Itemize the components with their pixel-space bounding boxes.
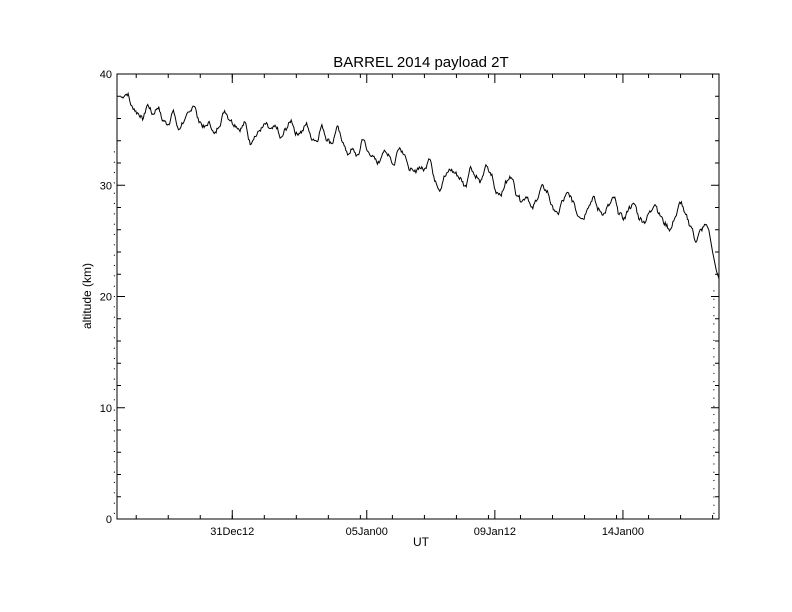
data-point	[113, 254, 115, 256]
x-axis-label: UT	[413, 535, 430, 549]
data-point	[113, 337, 115, 339]
y-tick-label: 0	[106, 514, 112, 526]
data-point	[713, 397, 715, 399]
altitude-line	[120, 91, 707, 244]
data-point	[713, 438, 715, 440]
y-tick-label: 10	[100, 403, 112, 415]
data-point	[113, 151, 115, 153]
data-point	[713, 488, 715, 490]
y-tick-label: 40	[100, 69, 112, 81]
data-point	[113, 285, 115, 287]
data-point	[713, 455, 715, 457]
data-point	[713, 479, 715, 482]
data-point	[113, 316, 115, 318]
data-point	[713, 364, 715, 366]
data-point	[113, 481, 115, 483]
data-point	[713, 430, 715, 432]
data-point	[713, 504, 715, 506]
data-point	[113, 244, 115, 246]
data-point	[113, 192, 115, 194]
data-point	[713, 389, 715, 391]
data-point	[713, 339, 715, 341]
data-point	[713, 290, 715, 292]
data-point	[113, 388, 115, 391]
data-point	[713, 298, 715, 300]
data-point	[113, 419, 115, 422]
y-tick-label: 30	[100, 180, 112, 192]
data-point	[713, 323, 715, 325]
data-point	[113, 171, 115, 174]
data-point	[113, 295, 115, 298]
data-point	[113, 502, 115, 504]
data-point	[113, 202, 115, 205]
data-point	[113, 233, 115, 236]
data-point	[713, 496, 715, 498]
data-point	[113, 430, 115, 432]
chart-title: BARREL 2014 payload 2T	[333, 54, 508, 71]
data-point	[713, 471, 715, 473]
data-point	[713, 315, 715, 317]
data-series	[113, 91, 720, 515]
data-point	[713, 381, 715, 383]
y-axis-label: altitude (km)	[80, 263, 94, 329]
data-point	[113, 492, 115, 494]
data-point	[713, 422, 715, 424]
data-point	[713, 413, 715, 416]
data-point	[113, 378, 115, 380]
data-point	[113, 461, 115, 463]
data-point	[113, 471, 115, 473]
x-tick-label: 14Jan00	[602, 526, 644, 538]
data-point	[713, 372, 715, 374]
data-point	[713, 405, 715, 407]
data-point	[113, 368, 115, 370]
data-point	[113, 161, 115, 163]
data-point	[713, 512, 715, 515]
x-tick-label: 31Dec12	[210, 526, 254, 538]
x-tick-label: 05Jan00	[346, 526, 388, 538]
tick-marks: 0 10 20 30 40 31Dec12 05Jan00 09Jan12 14Jan00	[100, 69, 719, 538]
data-point	[113, 306, 115, 308]
data-point	[713, 306, 715, 308]
data-point	[113, 264, 115, 267]
data-point	[713, 348, 715, 350]
data-point	[113, 182, 115, 184]
data-point	[713, 463, 715, 465]
data-point	[113, 213, 115, 215]
data-point	[113, 409, 115, 411]
data-point	[113, 512, 115, 515]
data-point	[713, 356, 715, 358]
plot-frame	[116, 73, 720, 520]
data-point	[113, 399, 115, 401]
data-point	[113, 440, 115, 442]
data-point	[113, 347, 115, 349]
data-point	[713, 446, 715, 449]
data-point	[113, 223, 115, 225]
data-point	[113, 450, 115, 453]
descent-line	[705, 223, 720, 279]
data-point	[113, 357, 115, 360]
x-tick-label: 09Jan12	[474, 526, 516, 538]
y-tick-label: 20	[100, 292, 112, 304]
data-point	[113, 326, 115, 329]
data-point	[113, 275, 115, 277]
data-point	[713, 331, 715, 333]
